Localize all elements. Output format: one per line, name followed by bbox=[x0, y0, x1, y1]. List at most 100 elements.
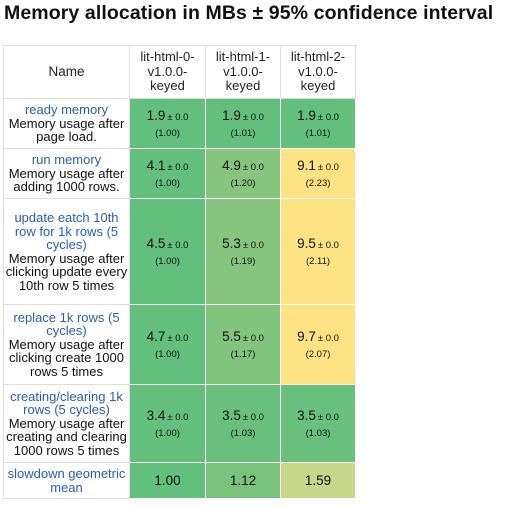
result-mean: 4.9 bbox=[222, 157, 241, 173]
result-ci: ± 0.0 bbox=[242, 161, 264, 173]
benchmark-description: Memory usage after page load. bbox=[8, 115, 125, 145]
result-cell: 5.5 ± 0.0 (1.17) bbox=[205, 304, 281, 385]
result-cell: 1.9 ± 0.0 (1.00) bbox=[129, 98, 206, 149]
column-header-line: lit-html-2- bbox=[290, 49, 346, 65]
result-ci: ± 0.0 bbox=[317, 411, 339, 423]
result-mean-line: 3.5 ± 0.0 bbox=[281, 408, 355, 426]
result-mean: 3.5 bbox=[297, 407, 316, 423]
benchmark-description: Memory usage after adding 1000 rows. bbox=[8, 165, 125, 195]
geometric-mean-cell: 1.12 bbox=[205, 462, 281, 499]
benchmark-description: Memory usage after clicking create 1000 … bbox=[8, 336, 125, 379]
result-mean-line: 1.9 ± 0.0 bbox=[206, 108, 280, 126]
result-ci: ± 0.0 bbox=[242, 111, 264, 123]
benchmark-row-replace-1k-rows: replace 1k rows (5 cycles) Memory usage … bbox=[3, 304, 356, 385]
column-header-lit-html-2: lit-html-2- v1.0.0- keyed bbox=[280, 45, 356, 99]
result-mean: 5.5 bbox=[222, 328, 241, 344]
header-row: Name lit-html-0- v1.0.0- keyed lit-html-… bbox=[3, 45, 356, 99]
geometric-mean-cell: 1.59 bbox=[280, 462, 356, 499]
result-factor: (1.00) bbox=[155, 255, 180, 267]
column-header-line: v1.0.0- bbox=[298, 63, 338, 79]
result-mean: 4.1 bbox=[146, 157, 166, 173]
result-cell: 3.5 ± 0.0 (1.03) bbox=[205, 384, 281, 463]
column-header-line: v1.0.0- bbox=[147, 63, 188, 79]
benchmark-row-ready-memory: ready memory Memory usage after page loa… bbox=[3, 98, 356, 149]
result-mean: 9.5 bbox=[297, 235, 316, 251]
result-cell: 4.1 ± 0.0 (1.00) bbox=[129, 148, 206, 199]
result-factor: (2.07) bbox=[305, 348, 331, 360]
benchmark-row-creating-clearing: creating/clearing 1k rows (5 cycles) Mem… bbox=[3, 384, 356, 463]
geometric-mean-row: slowdown geometric mean 1.00 1.12 1.59 bbox=[3, 462, 356, 499]
column-header-line: v1.0.0- bbox=[223, 63, 263, 79]
benchmark-name: creating/clearing 1k rows (5 cycles) bbox=[10, 388, 123, 418]
result-mean-line: 9.1 ± 0.0 bbox=[281, 158, 355, 176]
benchmark-name: replace 1k rows (5 cycles) bbox=[13, 309, 120, 339]
result-mean-line: 9.7 ± 0.0 bbox=[281, 329, 355, 347]
result-mean-line: 4.9 ± 0.0 bbox=[206, 158, 280, 176]
benchmark-name: slowdown geometric mean bbox=[7, 466, 126, 495]
result-cell: 9.7 ± 0.0 (2.07) bbox=[280, 304, 356, 385]
result-factor: (1.00) bbox=[155, 427, 180, 439]
result-cell: 4.5 ± 0.0 (1.00) bbox=[129, 198, 206, 305]
result-factor: (1.00) bbox=[155, 177, 180, 189]
result-mean: 9.1 bbox=[297, 157, 316, 173]
benchmark-name-cell: replace 1k rows (5 cycles) Memory usage … bbox=[3, 304, 130, 385]
result-factor: (1.00) bbox=[155, 348, 180, 360]
result-mean: 4.5 bbox=[146, 235, 166, 251]
benchmark-name-cell: run memory Memory usage after adding 100… bbox=[3, 148, 130, 199]
result-cell: 4.7 ± 0.0 (1.00) bbox=[129, 304, 206, 385]
result-factor: (1.17) bbox=[230, 348, 256, 360]
result-mean: 1.9 bbox=[222, 107, 241, 123]
column-header-line: keyed bbox=[300, 78, 336, 94]
result-cell: 1.9 ± 0.0 (1.01) bbox=[205, 98, 281, 149]
result-ci: ± 0.0 bbox=[167, 161, 189, 173]
result-mean: 3.4 bbox=[146, 407, 166, 423]
result-ci: ± 0.0 bbox=[317, 161, 339, 173]
name-column-header: Name bbox=[3, 45, 130, 99]
benchmark-name: update eatch 10th row for 1k rows (5 cyc… bbox=[14, 210, 119, 252]
result-mean-line: 1.9 ± 0.0 bbox=[281, 108, 355, 126]
column-header-lit-html-0: lit-html-0- v1.0.0- keyed bbox=[129, 45, 206, 99]
column-header-line: keyed bbox=[225, 78, 261, 94]
benchmark-row-run-memory: run memory Memory usage after adding 100… bbox=[3, 148, 356, 199]
result-ci: ± 0.0 bbox=[242, 411, 264, 423]
result-cell: 3.5 ± 0.0 (1.03) bbox=[280, 384, 356, 463]
result-ci: ± 0.0 bbox=[242, 332, 264, 344]
result-factor: (2.23) bbox=[305, 177, 331, 189]
result-mean-line: 5.3 ± 0.0 bbox=[206, 236, 280, 254]
column-header-line: lit-html-1- bbox=[215, 49, 271, 65]
result-factor: (1.20) bbox=[230, 177, 256, 189]
geometric-mean-cell: 1.00 bbox=[129, 462, 206, 499]
column-header-line: keyed bbox=[150, 78, 185, 94]
benchmark-name-cell: creating/clearing 1k rows (5 cycles) Mem… bbox=[3, 384, 130, 463]
result-mean-line: 4.5 ± 0.0 bbox=[130, 236, 205, 254]
result-mean: 3.5 bbox=[222, 407, 241, 423]
result-mean-line: 3.5 ± 0.0 bbox=[206, 408, 280, 426]
result-mean: 4.7 bbox=[146, 328, 166, 344]
result-factor: (2.11) bbox=[305, 255, 331, 267]
result-factor: (1.03) bbox=[230, 427, 256, 439]
result-ci: ± 0.0 bbox=[167, 411, 189, 423]
result-ci: ± 0.0 bbox=[167, 332, 189, 344]
result-factor: (1.00) bbox=[155, 127, 180, 139]
result-mean: 1.9 bbox=[146, 107, 166, 123]
benchmark-name: run memory bbox=[31, 152, 102, 168]
benchmark-name-cell: ready memory Memory usage after page loa… bbox=[3, 98, 130, 149]
result-factor: (1.03) bbox=[305, 427, 331, 439]
results-table: Name lit-html-0- v1.0.0- keyed lit-html-… bbox=[3, 45, 356, 499]
result-ci: ± 0.0 bbox=[317, 332, 339, 344]
result-cell: 1.9 ± 0.0 (1.01) bbox=[280, 98, 356, 149]
result-mean-line: 9.5 ± 0.0 bbox=[281, 236, 355, 254]
result-factor: (1.01) bbox=[230, 127, 256, 139]
result-factor: (1.19) bbox=[230, 255, 256, 267]
result-mean: 5.3 bbox=[222, 235, 241, 251]
benchmark-name: ready memory bbox=[24, 102, 109, 118]
benchmark-name-cell: slowdown geometric mean bbox=[3, 462, 130, 499]
result-cell: 9.5 ± 0.0 (2.11) bbox=[280, 198, 356, 305]
result-mean-line: 4.7 ± 0.0 bbox=[130, 329, 205, 347]
benchmark-description: Memory usage after creating and clearing… bbox=[6, 415, 127, 458]
result-cell: 3.4 ± 0.0 (1.00) bbox=[129, 384, 206, 463]
column-header-line: lit-html-0- bbox=[140, 49, 195, 65]
benchmark-row-update-every-10th: update eatch 10th row for 1k rows (5 cyc… bbox=[3, 198, 356, 305]
result-mean: 1.9 bbox=[297, 107, 316, 123]
result-ci: ± 0.0 bbox=[242, 239, 264, 251]
